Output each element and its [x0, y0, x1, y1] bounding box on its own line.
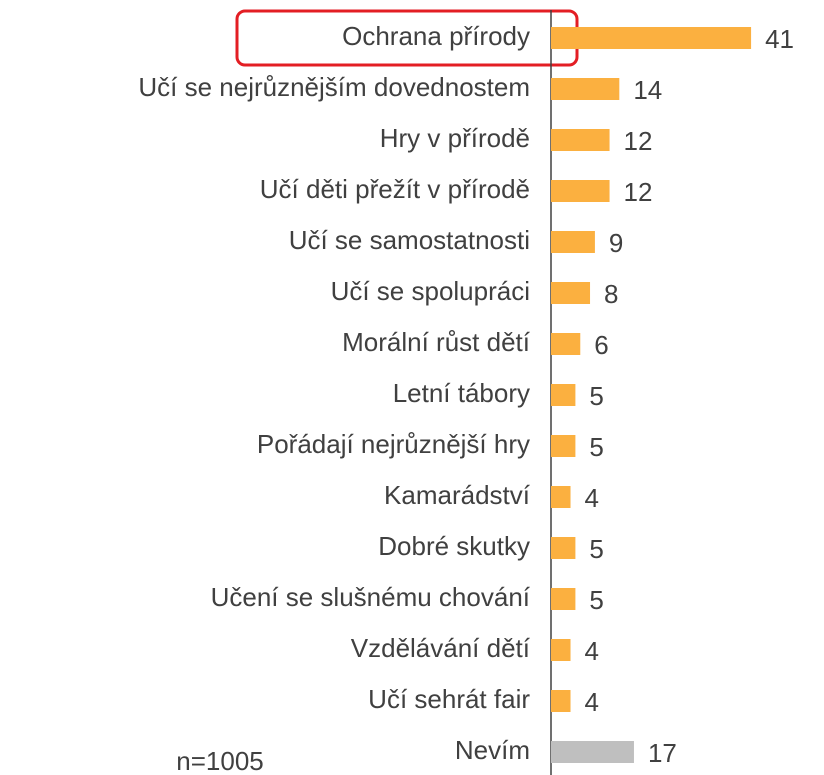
bar: [551, 129, 610, 151]
category-label: Učí se samostatnosti: [289, 225, 530, 255]
annotation: n=1005: [176, 746, 263, 775]
category-label: Učí děti přežít v přírodě: [260, 174, 530, 204]
category-label: Nevím: [455, 735, 530, 765]
value-label: 6: [594, 330, 608, 360]
bar: [551, 180, 610, 202]
bar: [551, 690, 571, 712]
bar: [551, 282, 591, 304]
category-label: Vzdělávání dětí: [351, 633, 531, 663]
bar: [551, 588, 576, 610]
value-label: 8: [604, 279, 618, 309]
bar: [551, 435, 576, 457]
bar: [551, 78, 620, 100]
value-label: 4: [585, 636, 599, 666]
bar: [551, 537, 576, 559]
category-label: Učí se spolupráci: [331, 276, 530, 306]
category-label: Pořádají nejrůznější hry: [257, 429, 530, 459]
bar: [551, 486, 571, 508]
bar: [551, 741, 634, 763]
bar: [551, 639, 571, 661]
bar: [551, 333, 581, 355]
category-label: Učí sehrát fair: [368, 684, 530, 714]
value-label: 12: [624, 177, 653, 207]
value-label: 5: [589, 381, 603, 411]
category-label: Ochrana přírody: [342, 21, 530, 51]
category-label: Hry v přírodě: [380, 123, 530, 153]
bar: [551, 384, 576, 406]
category-label: Morální růst dětí: [342, 327, 531, 357]
value-label: 4: [585, 687, 599, 717]
bar: [551, 27, 752, 49]
value-label: 41: [765, 24, 794, 54]
category-label: Kamarádství: [384, 480, 531, 510]
value-label: 5: [589, 432, 603, 462]
value-label: 14: [633, 75, 662, 105]
value-label: 17: [648, 738, 677, 768]
bar: [551, 231, 595, 253]
category-label: Učí se nejrůznějším dovednostem: [138, 72, 530, 102]
value-label: 5: [589, 585, 603, 615]
value-label: 9: [609, 228, 623, 258]
category-label: Letní tábory: [393, 378, 530, 408]
category-label: Dobré skutky: [378, 531, 530, 561]
value-label: 5: [589, 534, 603, 564]
category-label: Učení se slušnému chování: [211, 582, 531, 612]
value-label: 4: [585, 483, 599, 513]
value-label: 12: [624, 126, 653, 156]
